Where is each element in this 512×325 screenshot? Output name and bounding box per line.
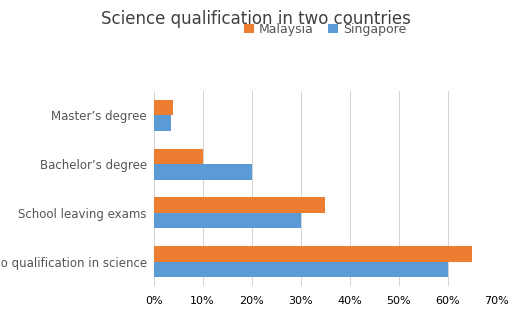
Bar — [154, 197, 325, 213]
Bar — [154, 149, 203, 164]
Bar — [154, 213, 301, 228]
Bar — [154, 164, 251, 180]
Bar — [154, 100, 173, 115]
Legend: Malaysia, Singapore: Malaysia, Singapore — [244, 23, 407, 36]
Text: Science qualification in two countries: Science qualification in two countries — [101, 10, 411, 28]
Bar — [154, 115, 171, 131]
Bar — [154, 246, 472, 262]
Bar — [154, 262, 447, 277]
